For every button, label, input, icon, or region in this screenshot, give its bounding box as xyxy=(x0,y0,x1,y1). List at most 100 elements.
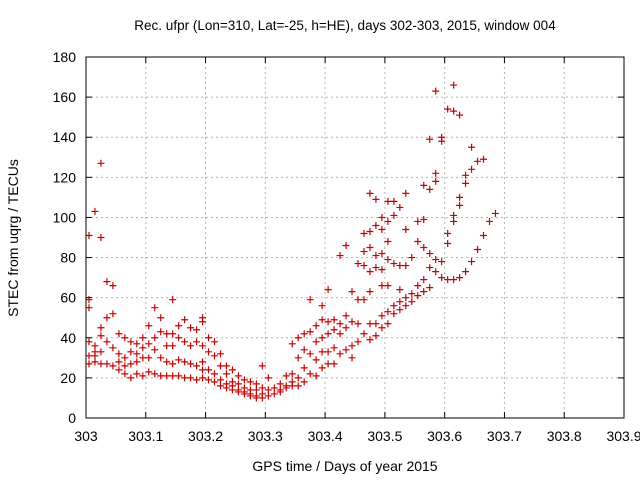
data-point xyxy=(306,370,314,378)
data-point xyxy=(426,284,434,292)
data-point xyxy=(187,324,195,332)
grid-lines xyxy=(86,57,624,418)
data-point xyxy=(450,107,458,115)
data-point xyxy=(372,195,380,203)
data-point xyxy=(330,316,338,324)
data-point xyxy=(199,358,207,366)
y-tick-label: 120 xyxy=(53,169,77,185)
data-point xyxy=(246,378,254,386)
data-point xyxy=(420,276,428,284)
data-point xyxy=(450,276,458,284)
data-point xyxy=(474,246,482,254)
data-point xyxy=(372,264,380,272)
data-point xyxy=(181,358,189,366)
data-point xyxy=(175,334,183,342)
data-point xyxy=(360,262,368,270)
data-point xyxy=(169,372,177,380)
data-point xyxy=(199,366,207,374)
data-point xyxy=(468,165,476,173)
data-point xyxy=(426,264,434,272)
data-point xyxy=(127,374,135,382)
data-point xyxy=(432,268,440,276)
data-point xyxy=(85,304,93,312)
data-point xyxy=(420,215,428,223)
data-point xyxy=(366,268,374,276)
data-point xyxy=(444,229,452,237)
data-point xyxy=(97,360,105,368)
y-tick-label: 0 xyxy=(68,410,76,426)
data-point xyxy=(199,342,207,350)
data-point xyxy=(264,374,272,382)
data-point xyxy=(85,231,93,239)
data-point xyxy=(163,330,171,338)
data-point xyxy=(258,362,266,370)
data-point xyxy=(228,386,236,394)
data-point xyxy=(211,338,219,346)
data-point xyxy=(330,360,338,368)
data-point xyxy=(312,372,320,380)
data-point xyxy=(115,366,123,374)
data-point xyxy=(217,382,224,390)
data-point xyxy=(97,332,105,340)
data-point xyxy=(205,366,213,374)
x-tick-label: 303.9 xyxy=(606,428,640,444)
data-point xyxy=(456,193,464,201)
data-point xyxy=(366,189,374,197)
data-point xyxy=(390,260,398,268)
data-point xyxy=(91,342,99,350)
data-point xyxy=(330,326,338,334)
data-point xyxy=(450,217,458,225)
data-point xyxy=(276,380,284,388)
data-point xyxy=(163,358,171,366)
x-axis-label: GPS time / Days of year 2015 xyxy=(252,458,437,474)
data-point xyxy=(258,394,266,402)
data-point xyxy=(91,358,99,366)
data-point xyxy=(378,266,386,274)
data-point xyxy=(85,360,93,368)
data-point xyxy=(121,354,129,362)
data-point xyxy=(294,354,302,362)
data-point xyxy=(133,340,141,348)
data-point xyxy=(324,330,332,338)
data-point xyxy=(181,338,189,346)
data-point xyxy=(318,316,326,324)
data-point xyxy=(378,213,386,221)
data-point xyxy=(384,282,392,290)
chart-title: Rec. ufpr (Lon=310, Lat=-25, h=HE), days… xyxy=(134,18,556,33)
data-point xyxy=(420,181,428,189)
data-point xyxy=(276,386,284,394)
data-point xyxy=(270,390,278,398)
data-point xyxy=(324,360,332,368)
data-point xyxy=(169,342,177,350)
data-point xyxy=(420,288,428,296)
data-point xyxy=(252,394,260,402)
data-point xyxy=(121,334,129,342)
data-point xyxy=(103,338,111,346)
data-point xyxy=(294,334,302,342)
x-tick-label: 303.1 xyxy=(128,428,163,444)
data-point xyxy=(109,310,117,318)
data-point xyxy=(222,362,230,370)
data-point xyxy=(193,326,201,334)
data-point xyxy=(258,384,266,392)
data-point xyxy=(252,386,260,394)
data-point xyxy=(115,358,123,366)
data-point xyxy=(354,338,362,346)
data-point xyxy=(306,296,314,304)
data-point xyxy=(372,320,380,328)
data-point xyxy=(282,372,290,380)
data-point xyxy=(234,380,242,388)
data-point xyxy=(450,211,458,219)
data-point xyxy=(127,360,135,368)
data-point xyxy=(366,288,374,296)
data-point xyxy=(103,314,111,322)
data-point xyxy=(330,344,338,352)
data-point xyxy=(181,316,189,324)
data-point xyxy=(438,137,446,145)
data-point xyxy=(109,344,117,352)
x-tick-label: 303.6 xyxy=(427,428,462,444)
data-point xyxy=(300,330,308,338)
data-point xyxy=(348,342,356,350)
data-point xyxy=(408,298,416,306)
data-point xyxy=(211,378,219,386)
